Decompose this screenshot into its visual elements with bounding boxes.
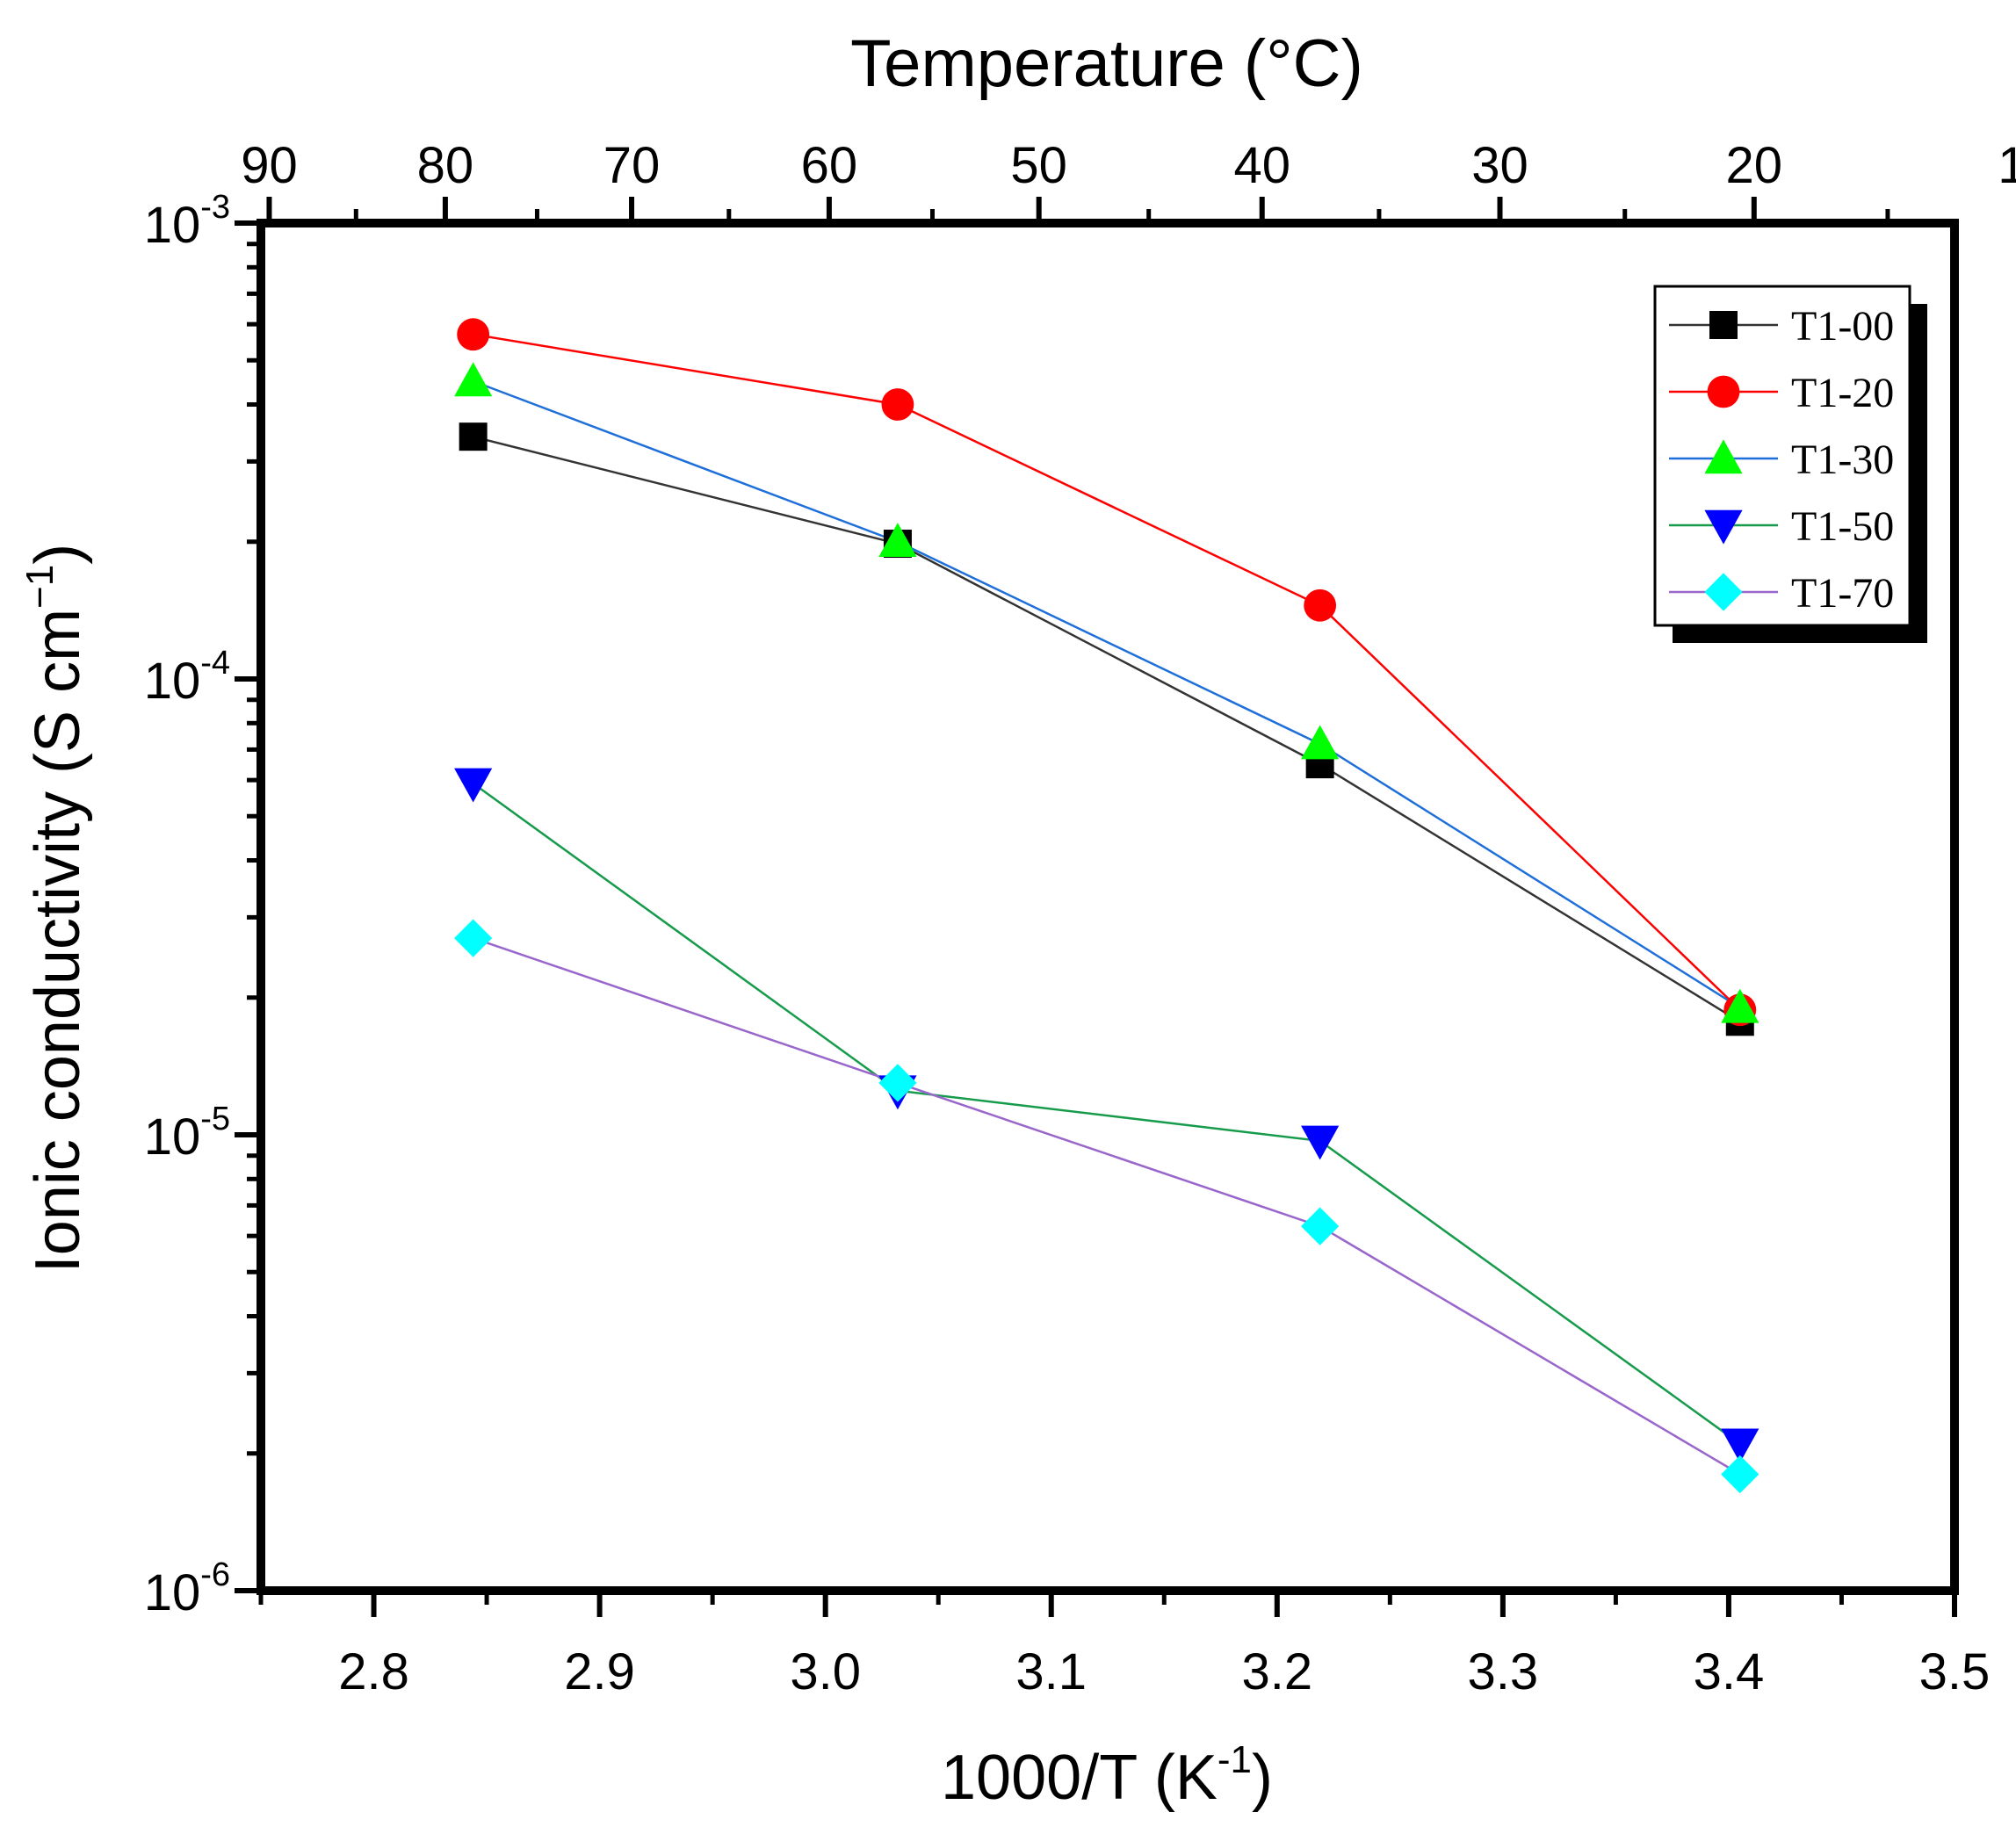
data-point [1301, 1125, 1340, 1160]
legend-label: T1-00 [1791, 303, 1894, 350]
data-point [459, 422, 488, 451]
x-tick-label: 2.9 [564, 1643, 635, 1700]
y-axis-title-sup: −1 [18, 565, 61, 609]
data-point [457, 318, 490, 351]
legend-label: T1-20 [1791, 370, 1894, 416]
series-T1-50 [472, 782, 1741, 1445]
top-axis-title: Temperature (°C) [850, 26, 1363, 101]
x-axis-title: 1000/T (K-1) [941, 1738, 1273, 1813]
series-layer [454, 318, 1759, 1494]
series-markers-T1-30 [454, 362, 1759, 1023]
top-tick-label: 80 [417, 137, 474, 194]
top-tick-label: 20 [1726, 137, 1783, 194]
series-line [472, 782, 1741, 1445]
data-point [1301, 1207, 1340, 1245]
top-tick-label: 40 [1233, 137, 1290, 194]
legend-label: T1-50 [1791, 503, 1894, 550]
data-point [878, 1064, 917, 1102]
data-point [1721, 1455, 1759, 1494]
series-line [473, 379, 1741, 1009]
data-point [454, 768, 493, 803]
series-T1-00 [473, 435, 1741, 1023]
x-tick-label: 3.0 [790, 1643, 861, 1700]
top-tick-label: 10 [1998, 137, 2016, 194]
plot-frame [257, 219, 1959, 1595]
data-point [454, 362, 493, 397]
series-line [473, 333, 1741, 1011]
x-tick-label: 3.5 [1919, 1643, 1991, 1700]
data-point [881, 388, 914, 421]
top-tick-label: 60 [801, 137, 858, 194]
data-point [1301, 725, 1340, 760]
legend-marker [1707, 375, 1740, 408]
series-markers-T1-70 [454, 919, 1759, 1494]
series-T1-30 [473, 379, 1741, 1009]
y-tick-label: 10-4 [144, 645, 230, 710]
legend-marker [1709, 311, 1738, 339]
legend-marker [1704, 573, 1743, 611]
data-point [1721, 1428, 1759, 1463]
legend-label: T1-30 [1791, 437, 1894, 483]
legend-marker [1704, 509, 1743, 545]
legend-label: T1-70 [1791, 570, 1894, 617]
series-line [473, 936, 1741, 1476]
x-tick-label: 3.2 [1241, 1643, 1312, 1700]
y-tick-label: 10-5 [144, 1101, 230, 1166]
x-tick-label: 3.1 [1015, 1643, 1087, 1700]
data-point [878, 523, 917, 558]
top-tick-label: 90 [241, 137, 298, 194]
y-tick-label: 10-6 [144, 1556, 230, 1621]
legend: T1-00 T1-20 T1-30 T1-50 T1-70 [1653, 285, 1927, 643]
axes-layer: 2.8 2.9 3.0 3.1 3.2 3.3 3.4 3.5 90 80 70 60 50 40 30 20… [144, 137, 2016, 1700]
x-tick-label: 2.8 [338, 1643, 409, 1700]
series-line [473, 435, 1741, 1023]
data-point [454, 919, 493, 957]
x-axis-title-sup: -1 [1218, 1738, 1252, 1781]
y-tick-label: 10-3 [144, 189, 230, 254]
y-axis-title: Ionic conductivity (S cm−1) [18, 544, 93, 1273]
data-point [1304, 588, 1337, 622]
top-tick-label: 30 [1471, 137, 1528, 194]
series-T1-20 [473, 333, 1741, 1011]
x-tick-label: 3.4 [1694, 1643, 1765, 1700]
legend-marker [1704, 439, 1743, 474]
data-point [1721, 988, 1759, 1023]
top-tick-label: 50 [1010, 137, 1067, 194]
series-T1-70 [473, 936, 1741, 1476]
x-tick-label: 3.3 [1468, 1643, 1539, 1700]
top-tick-label: 70 [603, 137, 661, 194]
legend-box [1653, 285, 1911, 627]
